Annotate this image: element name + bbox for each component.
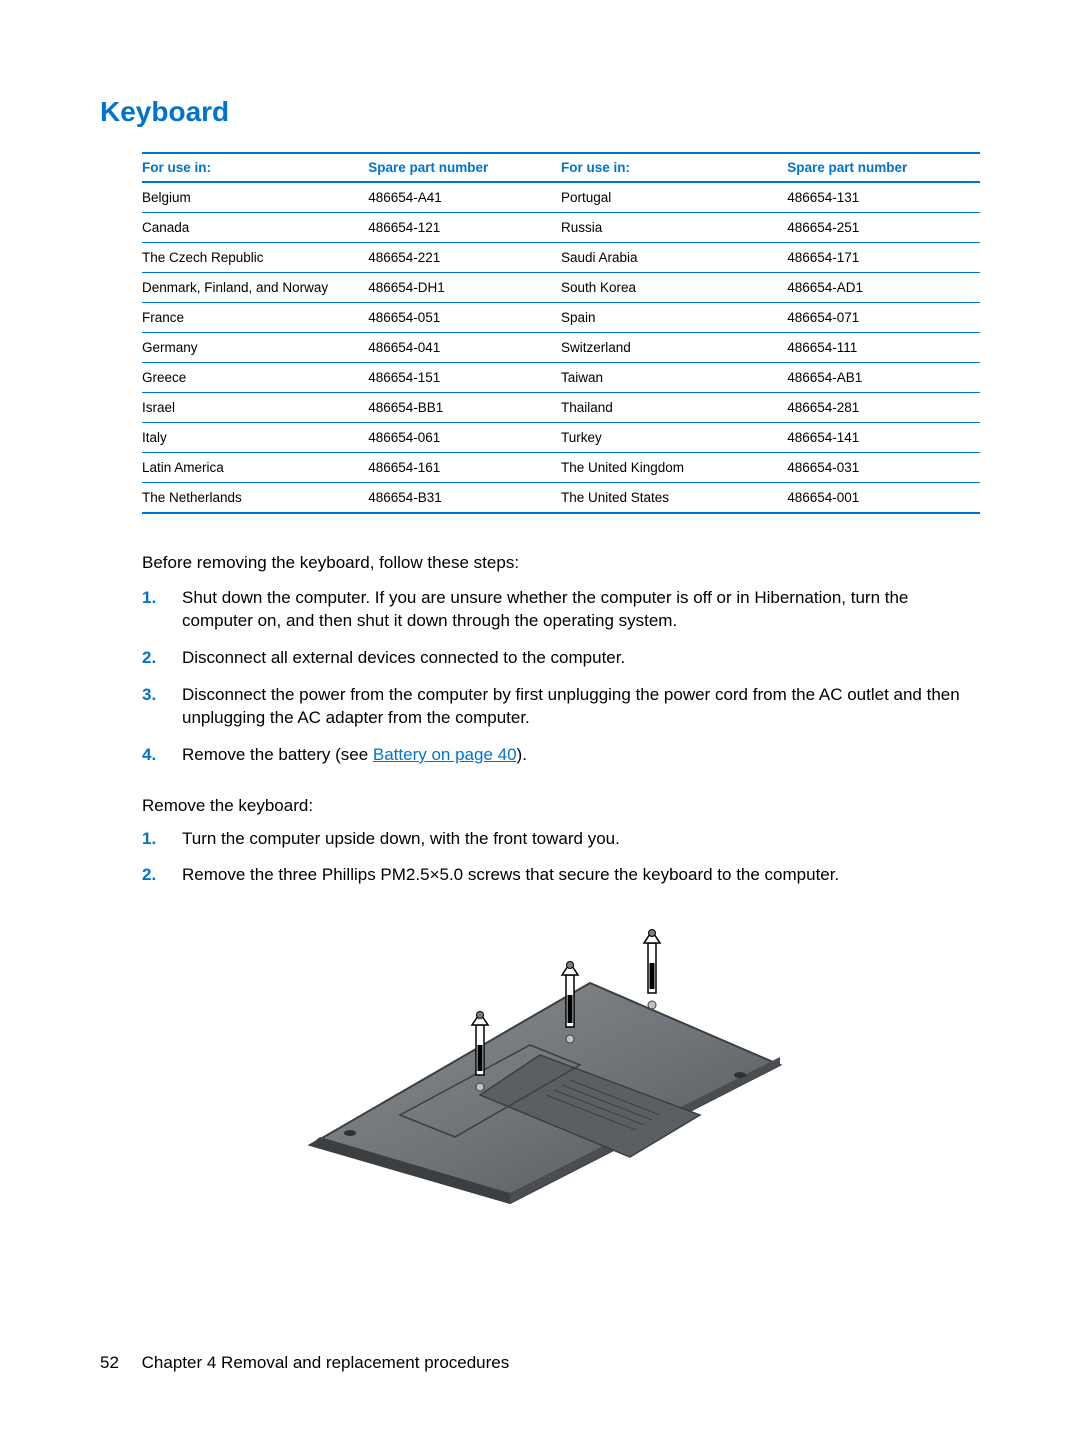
table-cell: 486654-111: [787, 333, 980, 363]
table-cell: 486654-001: [787, 483, 980, 514]
step-item: Disconnect the power from the computer b…: [142, 684, 980, 744]
section-heading: Keyboard: [100, 96, 980, 128]
table-cell: 486654-141: [787, 423, 980, 453]
table-cell: Taiwan: [561, 363, 787, 393]
table-cell: France: [142, 303, 368, 333]
intro-paragraph-2: Remove the keyboard:: [142, 795, 980, 818]
table-cell: Switzerland: [561, 333, 787, 363]
table-cell: Latin America: [142, 453, 368, 483]
table-row: Greece486654-151Taiwan486654-AB1: [142, 363, 980, 393]
table-cell: 486654-131: [787, 182, 980, 213]
table-cell: 486654-251: [787, 213, 980, 243]
foot-icon: [344, 1130, 356, 1136]
table-cell: 486654-AD1: [787, 273, 980, 303]
table-cell: 486654-BB1: [368, 393, 561, 423]
screw-icon: [476, 1083, 484, 1091]
table-row: Latin America486654-161The United Kingdo…: [142, 453, 980, 483]
table-cell: 486654-281: [787, 393, 980, 423]
table-cell: 486654-151: [368, 363, 561, 393]
screw-icon: [648, 1001, 656, 1009]
laptop-bottom-illustration: [280, 915, 800, 1205]
table-cell: 486654-041: [368, 333, 561, 363]
table-cell: 486654-B31: [368, 483, 561, 514]
table-body: Belgium486654-A41Portugal486654-131Canad…: [142, 182, 980, 513]
table-header: Spare part number: [787, 153, 980, 182]
table-header: For use in:: [561, 153, 787, 182]
table-row: The Netherlands486654-B31The United Stat…: [142, 483, 980, 514]
table-row: Germany486654-041Switzerland486654-111: [142, 333, 980, 363]
table-cell: 486654-171: [787, 243, 980, 273]
table-header: For use in:: [142, 153, 368, 182]
table-cell: 486654-161: [368, 453, 561, 483]
table-cell: Canada: [142, 213, 368, 243]
step-item: Shut down the computer. If you are unsur…: [142, 587, 980, 647]
page-number: 52: [100, 1353, 119, 1372]
table-cell: The United States: [561, 483, 787, 514]
table-cell: Belgium: [142, 182, 368, 213]
table-cell: Russia: [561, 213, 787, 243]
table-cell: 486654-071: [787, 303, 980, 333]
table-cell: Turkey: [561, 423, 787, 453]
table-cell: Portugal: [561, 182, 787, 213]
table-cell: Spain: [561, 303, 787, 333]
spare-parts-table: For use in: Spare part number For use in…: [142, 152, 980, 514]
table-cell: The Netherlands: [142, 483, 368, 514]
table-cell: 486654-121: [368, 213, 561, 243]
table-cell: Thailand: [561, 393, 787, 423]
table-cell: Saudi Arabia: [561, 243, 787, 273]
arrow-icon: [644, 930, 660, 994]
table-row: France486654-051Spain486654-071: [142, 303, 980, 333]
steps-list-a: Shut down the computer. If you are unsur…: [142, 587, 980, 781]
table-cell: 486654-A41: [368, 182, 561, 213]
step-item: Disconnect all external devices connecte…: [142, 647, 980, 684]
table-cell: 486654-AB1: [787, 363, 980, 393]
screw-icon: [566, 1035, 574, 1043]
table-cell: Italy: [142, 423, 368, 453]
table-cell: South Korea: [561, 273, 787, 303]
table-row: The Czech Republic486654-221Saudi Arabia…: [142, 243, 980, 273]
table-cell: Israel: [142, 393, 368, 423]
table-cell: 486654-051: [368, 303, 561, 333]
page-content: Keyboard For use in: Spare part number F…: [0, 0, 1080, 1205]
table-cell: 486654-221: [368, 243, 561, 273]
step-text: Remove the battery (see: [182, 745, 373, 764]
table-row: Italy486654-061Turkey486654-141: [142, 423, 980, 453]
table-row: Belgium486654-A41Portugal486654-131: [142, 182, 980, 213]
steps-list-b: Turn the computer upside down, with the …: [142, 828, 980, 902]
battery-link[interactable]: Battery on page 40: [373, 745, 517, 764]
table-header: Spare part number: [368, 153, 561, 182]
table-cell: 486654-DH1: [368, 273, 561, 303]
table-cell: 486654-031: [787, 453, 980, 483]
table-cell: Denmark, Finland, and Norway: [142, 273, 368, 303]
chapter-label: Chapter 4 Removal and replacement proced…: [142, 1353, 510, 1372]
table-header-row: For use in: Spare part number For use in…: [142, 153, 980, 182]
intro-paragraph: Before removing the keyboard, follow the…: [142, 552, 980, 575]
table-cell: Greece: [142, 363, 368, 393]
table-row: Israel486654-BB1Thailand486654-281: [142, 393, 980, 423]
step-text: ).: [517, 745, 527, 764]
table-cell: The United Kingdom: [561, 453, 787, 483]
table-row: Denmark, Finland, and Norway486654-DH1So…: [142, 273, 980, 303]
table-row: Canada486654-121Russia486654-251: [142, 213, 980, 243]
table-cell: The Czech Republic: [142, 243, 368, 273]
page-footer: 52 Chapter 4 Removal and replacement pro…: [100, 1353, 509, 1373]
table-cell: Germany: [142, 333, 368, 363]
step-item: Remove the battery (see Battery on page …: [142, 744, 980, 781]
step-item: Remove the three Phillips PM2.5×5.0 scre…: [142, 864, 980, 901]
table-cell: 486654-061: [368, 423, 561, 453]
step-item: Turn the computer upside down, with the …: [142, 828, 980, 865]
foot-icon: [734, 1072, 746, 1078]
